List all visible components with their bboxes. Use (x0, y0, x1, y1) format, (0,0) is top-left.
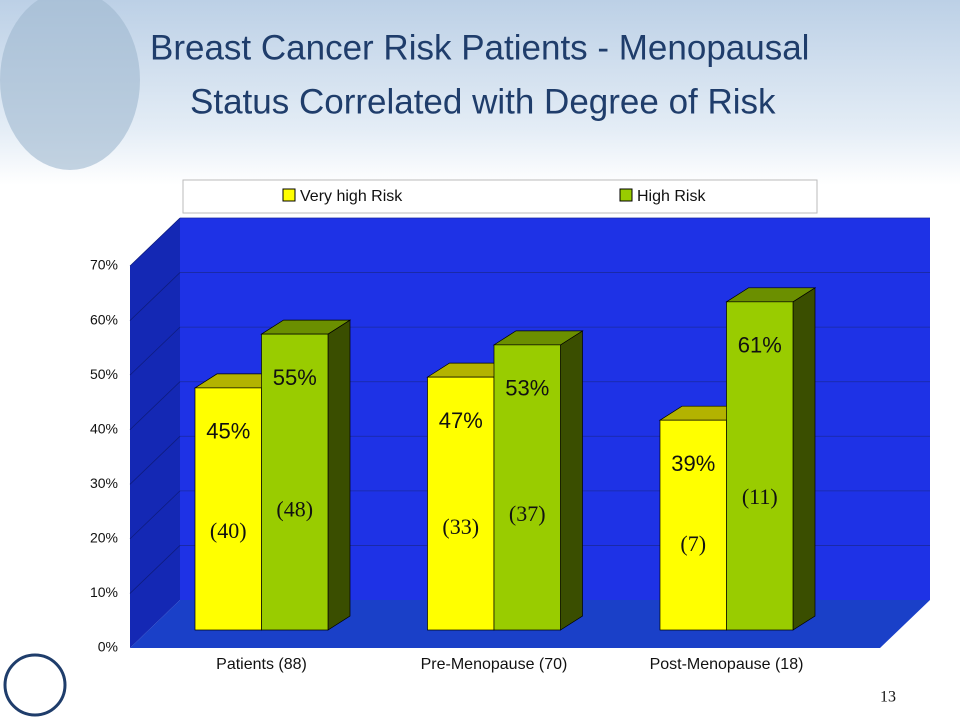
bar (260, 319, 352, 631)
page-number: 13 (880, 689, 896, 706)
x-tick-label: Pre-Menopause (70) (421, 656, 568, 673)
bar-front (493, 344, 561, 631)
legend-label: Very high Risk (300, 188, 403, 205)
count-label: (37) (509, 501, 546, 526)
x-tick-label: Post-Menopause (18) (650, 656, 804, 673)
title-line: Status Correlated with Degree of Risk (190, 82, 776, 121)
side-wall (130, 218, 180, 648)
y-tick-label: 60% (90, 311, 118, 327)
bar (492, 330, 584, 631)
y-tick-label: 0% (98, 639, 118, 655)
bar-side (327, 319, 351, 631)
bar-front (194, 387, 262, 631)
bar-front (659, 419, 727, 631)
count-label: (48) (276, 497, 313, 522)
grid-line (129, 435, 181, 485)
count-label: (33) (442, 514, 479, 539)
data-label: 39% (671, 451, 715, 476)
y-tick-label: 40% (90, 420, 118, 436)
data-label: 47% (439, 408, 483, 433)
legend-swatch (282, 188, 296, 202)
y-tick-label: 50% (90, 366, 118, 382)
banner (0, 0, 960, 185)
x-tick-label: Patients (88) (216, 656, 307, 673)
data-label: 55% (273, 365, 317, 390)
bar-front (427, 376, 495, 631)
count-label: (40) (210, 518, 247, 543)
title-line: Breast Cancer Risk Patients - Menopausal (150, 28, 809, 67)
logo (3, 653, 67, 717)
legend-label: High Risk (637, 188, 706, 205)
y-tick-label: 30% (90, 475, 118, 491)
grid-line (129, 272, 181, 321)
photo (0, 0, 140, 170)
bar-side (792, 287, 816, 631)
y-tick-label: 70% (90, 257, 118, 273)
data-label: 53% (505, 376, 549, 401)
count-label: (7) (680, 531, 706, 556)
y-tick-label: 20% (90, 530, 118, 546)
bar-front (726, 301, 794, 631)
data-label: 45% (206, 419, 250, 444)
bar-side (560, 330, 583, 631)
bar (725, 287, 817, 631)
grid-line (129, 217, 181, 267)
bar-front (261, 333, 329, 631)
y-tick-label: 10% (90, 584, 118, 600)
grid-line (129, 545, 181, 594)
legend (182, 179, 818, 214)
grid-line (129, 326, 181, 376)
legend-swatch (619, 188, 633, 202)
data-label: 61% (738, 333, 782, 358)
count-label: (11) (742, 484, 778, 509)
grid-line (129, 490, 181, 540)
grid-line (129, 381, 181, 431)
